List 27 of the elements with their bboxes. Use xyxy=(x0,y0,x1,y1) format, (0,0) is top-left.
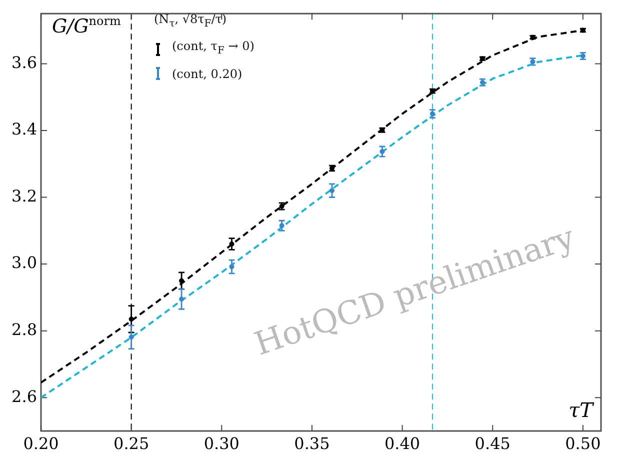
x-tick-label: 0.50 xyxy=(565,434,601,453)
y-axis-title: G/G$^{norm}$ xyxy=(52,14,121,38)
x-tick-label: 0.35 xyxy=(294,434,330,453)
y-tick-label: 2.8 xyxy=(12,320,37,339)
y-tick-label: 3.2 xyxy=(12,186,37,206)
point xyxy=(229,264,234,270)
y-tick-label: 2.6 xyxy=(12,386,37,406)
point xyxy=(380,149,385,154)
point xyxy=(279,223,284,228)
x-tick-label: 0.45 xyxy=(474,434,510,453)
point xyxy=(229,242,234,247)
x-axis-title: τT xyxy=(568,398,593,422)
legend-label: (cont, 0.20) xyxy=(172,66,242,83)
point xyxy=(330,188,335,194)
point xyxy=(179,296,184,302)
point xyxy=(128,316,134,322)
legend-label: (cont, τ$_{F}$ → 0) xyxy=(172,38,254,59)
y-tick-label: 3.4 xyxy=(12,120,37,139)
point xyxy=(128,334,134,340)
legend-title: (N$_{τ}$, √8τ$_{F}$/τ) xyxy=(154,11,227,32)
y-tick-label: 3.6 xyxy=(12,52,37,72)
y-tick-label: 3.0 xyxy=(12,253,37,272)
x-tick-label: 0.30 xyxy=(204,434,240,453)
x-tick-label: 0.20 xyxy=(23,434,59,453)
point xyxy=(179,278,184,284)
x-tick-label: 0.40 xyxy=(384,434,420,453)
x-tick-label: 0.25 xyxy=(114,434,150,453)
